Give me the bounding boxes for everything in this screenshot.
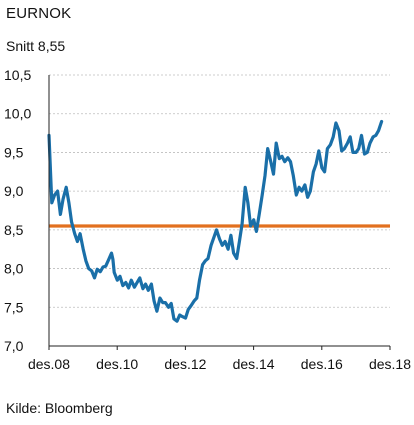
y-tick-label: 10,0: [4, 106, 31, 122]
grid-lines: [49, 74, 390, 308]
x-tick-label: des.08: [28, 356, 70, 372]
x-tick-label: des.18: [369, 356, 411, 372]
chart-subtitle: Snitt 8,55: [6, 38, 66, 54]
x-tick-label: des.16: [301, 356, 343, 372]
y-tick-label: 7,0: [4, 338, 24, 354]
y-tick-label: 9,5: [4, 144, 24, 160]
chart-title: EURNOK: [6, 5, 72, 22]
y-tick-label: 7,5: [4, 299, 24, 315]
series-line-eurnok: [47, 119, 384, 323]
y-tick-label: 8,0: [4, 261, 24, 277]
source-note: Kilde: Bloomberg: [6, 400, 113, 416]
x-tick-label: des.14: [233, 356, 275, 372]
x-tick-label: des.12: [164, 356, 206, 372]
y-tick-label: 8,5: [4, 222, 24, 238]
x-axis-ticks: des.08 des.10 des.12 des.14 des.16 des.18: [28, 346, 411, 372]
series-lines: [47, 119, 384, 323]
y-tick-label: 10,5: [4, 67, 31, 83]
y-tick-label: 9,0: [4, 183, 24, 199]
x-tick-label: des.10: [96, 356, 138, 372]
y-axis-ticks: 7,0 7,5 8,0 8,5 9,0 9,5 10,0 10,5: [4, 67, 31, 354]
